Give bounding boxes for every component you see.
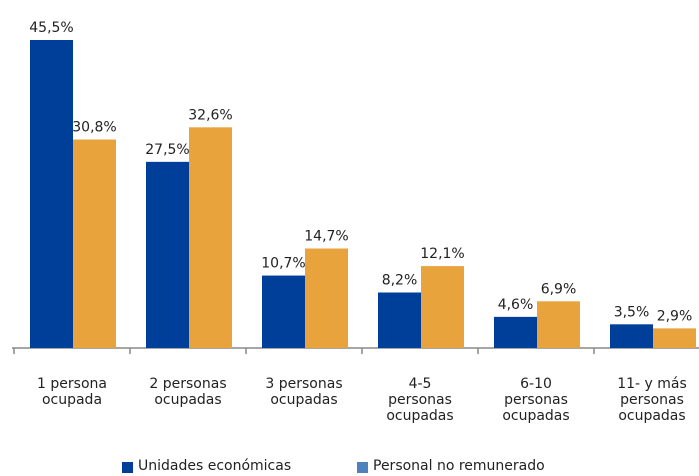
bar xyxy=(305,248,348,348)
data-label: 14,7% xyxy=(304,228,348,244)
bar xyxy=(189,127,232,348)
data-label: 27,5% xyxy=(145,142,189,158)
x-tick-label: 3 personas ocupadas xyxy=(265,376,343,408)
data-label: 30,8% xyxy=(72,120,116,136)
data-label: 32,6% xyxy=(188,107,232,123)
data-label: 10,7% xyxy=(261,256,305,272)
x-tick-label: 4-5 personas ocupadas xyxy=(386,376,454,424)
bar xyxy=(146,161,189,348)
data-label: 6,9% xyxy=(541,281,577,297)
bar xyxy=(378,292,421,348)
legend-label: Personal no remunerado xyxy=(373,458,545,474)
legend-swatch xyxy=(357,462,368,473)
x-tick-label: 2 personas ocupadas xyxy=(149,376,227,408)
bar xyxy=(262,275,305,348)
data-label: 4,6% xyxy=(498,297,534,313)
data-label: 3,5% xyxy=(614,304,650,320)
x-tick-label: 1 persona ocupada xyxy=(37,376,107,408)
legend-label: Unidades económicas xyxy=(138,458,292,474)
data-label: 45,5% xyxy=(29,20,73,36)
legend-swatch xyxy=(122,462,133,473)
bar xyxy=(653,328,696,348)
bar xyxy=(537,301,580,348)
bar xyxy=(421,266,464,348)
data-label: 12,1% xyxy=(420,246,464,262)
data-label: 2,9% xyxy=(657,308,693,324)
data-label: 8,2% xyxy=(382,272,418,288)
bar xyxy=(494,316,537,348)
bar xyxy=(30,40,73,348)
bar xyxy=(73,139,116,348)
x-tick-label: 11- y más personas ocupadas xyxy=(617,376,687,424)
bar xyxy=(610,324,653,348)
x-tick-label: 6-10 personas ocupadas xyxy=(502,376,570,424)
